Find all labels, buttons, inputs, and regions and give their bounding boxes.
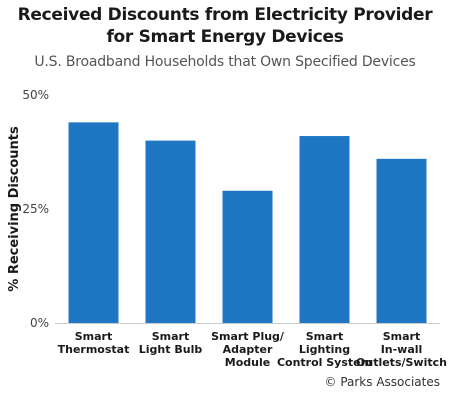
y-axis-label: % Receiving Discounts	[7, 126, 22, 292]
y-tick-label: 50%	[22, 88, 49, 102]
x-tick-label: Smart Thermostat	[58, 330, 130, 356]
x-tick-label: Smart In-wall Outlets/Switch	[356, 330, 447, 369]
x-tick-label: Smart Lighting Control System	[277, 330, 372, 369]
bar-2	[222, 190, 273, 323]
chart-title: Received Discounts from Electricity Prov…	[0, 4, 450, 48]
chart-subtitle: U.S. Broadband Households that Own Speci…	[34, 54, 416, 70]
source-credit: © Parks Associates	[324, 375, 441, 389]
x-tick-label: Smart Plug/Adapter Module	[211, 330, 285, 369]
x-tick-label: Smart Light Bulb	[139, 330, 203, 356]
bar-3	[299, 136, 350, 323]
y-tick-label: 25%	[22, 202, 49, 216]
y-tick-label: 0%	[30, 316, 49, 330]
bar-0	[68, 122, 119, 323]
chart-title-line-2: for Smart Energy Devices	[106, 27, 344, 47]
chart-title-line-1: Received Discounts from Electricity Prov…	[17, 5, 433, 25]
bar-1	[145, 140, 196, 323]
bar-4	[376, 158, 427, 323]
